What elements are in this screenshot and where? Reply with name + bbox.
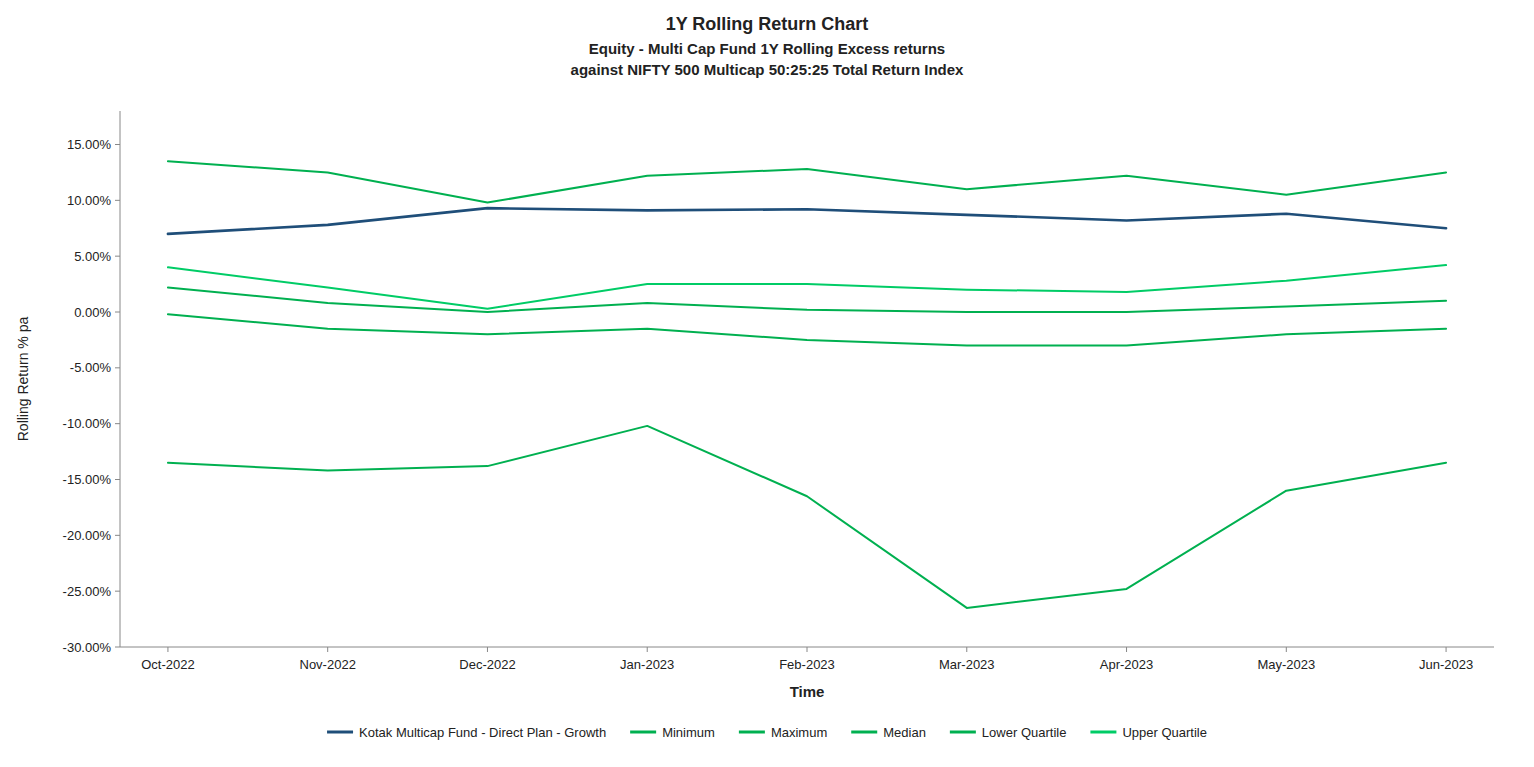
x-tick-label: Oct-2022	[141, 657, 194, 672]
y-axis-label: Rolling Return % pa	[15, 317, 31, 442]
y-tick-label: 5.00%	[74, 249, 111, 264]
y-tick	[115, 144, 120, 145]
legend-swatch	[950, 731, 976, 734]
legend-label: Maximum	[771, 725, 827, 740]
y-tick	[115, 200, 120, 201]
series-line	[168, 265, 1446, 309]
series-lines	[168, 161, 1446, 608]
series-line	[168, 161, 1446, 202]
y-tick-label: 10.00%	[67, 193, 112, 208]
subtitle: Equity - Multi Cap Fund 1Y Rolling Exces…	[589, 40, 945, 57]
legend-swatch	[327, 731, 353, 734]
x-tick-label: Dec-2022	[459, 657, 515, 672]
x-tick	[487, 647, 488, 652]
series-line	[168, 314, 1446, 345]
x-tick	[807, 647, 808, 652]
y-tick	[115, 367, 120, 368]
legend-item: Median	[851, 725, 926, 740]
legend-item: Upper Quartile	[1090, 725, 1207, 740]
subtitle: against NIFTY 500 Multicap 50:25:25 Tota…	[571, 61, 965, 78]
x-tick	[327, 647, 328, 652]
legend-item: Minimum	[630, 725, 715, 740]
y-tick	[115, 423, 120, 424]
x-tick	[1446, 647, 1447, 652]
y-tick	[115, 647, 120, 648]
y-tick	[115, 535, 120, 536]
x-axis-label: Time	[790, 683, 825, 700]
legend-item: Lower Quartile	[950, 725, 1067, 740]
series-line	[168, 426, 1446, 608]
x-tick-label: May-2023	[1257, 657, 1315, 672]
x-tick-label: Apr-2023	[1100, 657, 1153, 672]
x-tick-label: Jan-2023	[620, 657, 674, 672]
y-tick-label: -5.00%	[70, 360, 112, 375]
title: 1Y Rolling Return Chart	[666, 14, 869, 34]
x-tick	[966, 647, 967, 652]
x-tick	[1286, 647, 1287, 652]
series-line	[168, 208, 1446, 234]
y-tick-label: 15.00%	[67, 137, 112, 152]
series-line	[168, 287, 1446, 312]
legend-label: Median	[883, 725, 926, 740]
legend-item: Kotak Multicap Fund - Direct Plan - Grow…	[327, 725, 606, 740]
legend-item: Maximum	[739, 725, 827, 740]
axes: -30.00% -25.00% -20.00% -15.00% -10.00% -5.00…	[63, 111, 1494, 672]
legend-swatch	[739, 731, 765, 734]
legend-label: Upper Quartile	[1122, 725, 1207, 740]
y-tick	[115, 479, 120, 480]
x-tick-label: Feb-2023	[779, 657, 835, 672]
x-tick	[167, 647, 168, 652]
legend-label: Kotak Multicap Fund - Direct Plan - Grow…	[359, 725, 606, 740]
y-axis-line	[120, 111, 121, 647]
y-tick	[115, 591, 120, 592]
y-tick-label: -30.00%	[63, 640, 112, 655]
x-tick-label: Jun-2023	[1419, 657, 1473, 672]
y-tick-label: -25.00%	[63, 584, 112, 599]
legend-label: Lower Quartile	[982, 725, 1067, 740]
x-tick-label: Mar-2023	[939, 657, 995, 672]
legend-swatch	[1090, 731, 1116, 734]
y-tick-label: -10.00%	[63, 416, 112, 431]
legend-label: Minimum	[662, 725, 715, 740]
y-tick	[115, 256, 120, 257]
y-tick-label: 0.00%	[74, 305, 111, 320]
legend-swatch	[851, 731, 877, 734]
x-tick	[647, 647, 648, 652]
chart: 1Y Rolling Return Chart Equity - Multi Ca…	[0, 0, 1534, 767]
legend-swatch	[630, 731, 656, 734]
x-tick	[1126, 647, 1127, 652]
page: {"chart_data": { "type": "line", "title"…	[0, 0, 1534, 767]
legend: Kotak Multicap Fund - Direct Plan - Grow…	[327, 725, 1207, 740]
y-tick-label: -15.00%	[63, 472, 112, 487]
y-tick	[115, 312, 120, 313]
x-tick-label: Nov-2022	[300, 657, 356, 672]
y-tick-label: -20.00%	[63, 528, 112, 543]
